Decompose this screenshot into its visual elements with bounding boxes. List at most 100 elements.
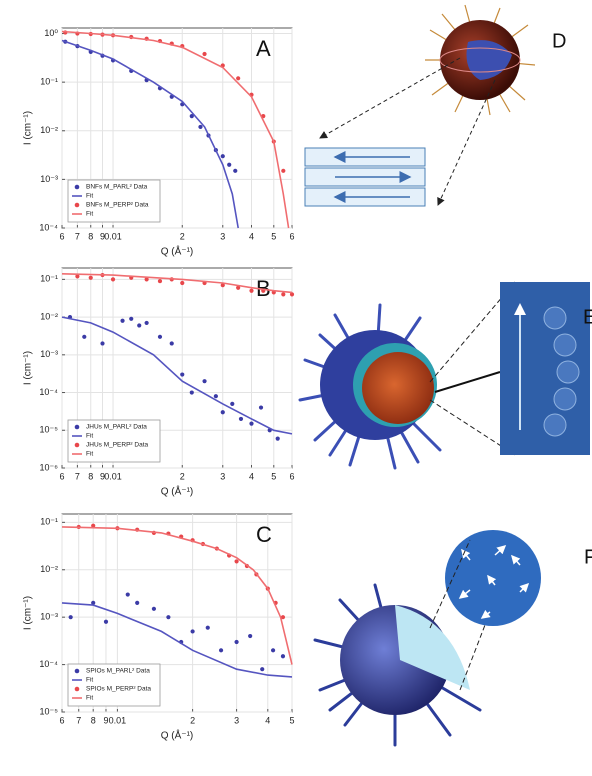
data-point — [281, 292, 286, 297]
data-point — [82, 334, 87, 339]
panel-label: F — [584, 546, 592, 568]
legend-swatch — [74, 686, 80, 692]
legend-swatch — [74, 202, 80, 208]
data-point — [213, 394, 218, 399]
fit-line — [61, 316, 293, 435]
data-point — [129, 316, 134, 321]
x-tick-label: 8 — [88, 231, 93, 241]
data-point — [233, 168, 238, 173]
data-point — [88, 275, 93, 280]
x-tick-label: 6 — [289, 231, 294, 241]
y-tick-label: 10⁻¹ — [40, 77, 58, 87]
data-point — [68, 615, 73, 620]
legend-swatch — [74, 442, 80, 448]
y-tick-label: 10⁰ — [44, 28, 58, 38]
y-tick-label: 10⁻³ — [40, 349, 58, 359]
y-tick-label: 10⁻¹ — [40, 274, 58, 284]
legend-box — [67, 663, 161, 707]
data-point — [220, 410, 225, 415]
legend-label: SPIOs M_PERP² Data — [86, 686, 151, 693]
x-tick-label: 7 — [76, 715, 81, 725]
x-axis-label: Q (Å⁻¹) — [161, 729, 194, 742]
data-point — [202, 379, 207, 384]
x-tick-label: 7 — [75, 231, 80, 241]
legend-swatch — [74, 424, 80, 430]
panel-label: D — [552, 30, 566, 52]
data-point — [198, 124, 203, 130]
x-tick-label: 3 — [220, 471, 225, 481]
data-point — [202, 51, 207, 57]
data-point — [249, 288, 254, 293]
x-tick-label: 8 — [88, 471, 93, 481]
y-tick-label: 10⁻² — [40, 311, 58, 321]
y-axis-label: I (cm⁻¹) — [23, 596, 34, 630]
x-tick-label: 8 — [91, 715, 96, 725]
data-point — [125, 592, 130, 597]
x-tick-label: 6 — [59, 715, 64, 725]
data-point — [75, 274, 80, 279]
data-point — [230, 401, 235, 407]
legend-label: BNFs M_PERP² Data — [86, 202, 149, 209]
data-point — [110, 277, 116, 282]
x-tick-label: 5 — [289, 715, 294, 725]
y-tick-label: 10⁻³ — [40, 174, 58, 184]
data-point — [205, 625, 210, 630]
data-point — [236, 76, 241, 81]
legend-label: Fit — [86, 433, 93, 440]
y-tick-label: 10⁻⁵ — [40, 425, 59, 435]
data-point — [220, 283, 225, 288]
legend-label: Fit — [86, 677, 93, 684]
data-point — [169, 341, 174, 346]
illustration-e: E — [298, 281, 592, 470]
data-point — [103, 619, 109, 624]
data-point — [137, 323, 142, 328]
data-point — [270, 648, 276, 653]
data-point — [218, 648, 224, 653]
legend-label: SPIOs M_PARL² Data — [86, 668, 150, 675]
data-point — [275, 436, 280, 441]
x-tick-label: 7 — [75, 471, 80, 481]
y-tick-label: 10⁻⁴ — [39, 222, 58, 232]
data-point — [91, 600, 96, 606]
data-point — [260, 667, 265, 672]
x-tick-label: 3 — [234, 715, 239, 725]
data-point — [234, 639, 239, 645]
x-tick-label: 9 — [100, 231, 105, 241]
x-axis-label: Q (Å⁻¹) — [161, 245, 194, 258]
legend-label: Fit — [86, 451, 93, 458]
x-tick-label: 0.01 — [109, 715, 127, 725]
data-point — [281, 168, 286, 173]
x-tick-label: 2 — [180, 231, 185, 241]
y-tick-label: 10⁻¹ — [40, 517, 58, 527]
data-point — [189, 390, 194, 395]
legend-label: BNFs M_PARL² Data — [86, 184, 148, 191]
data-point — [180, 280, 185, 286]
x-tick-label: 0.01 — [104, 231, 122, 241]
data-point — [135, 600, 140, 606]
x-tick-label: 0.01 — [104, 471, 122, 481]
data-point — [180, 372, 185, 377]
panel-label: B — [256, 276, 271, 301]
data-point — [157, 278, 163, 284]
fit-line — [61, 526, 293, 665]
y-tick-label: 10⁻² — [40, 125, 58, 135]
data-point — [91, 523, 96, 528]
x-tick-label: 3 — [220, 231, 225, 241]
data-point — [157, 334, 163, 339]
panel-label: A — [256, 36, 271, 61]
legend-box — [67, 179, 161, 223]
data-point — [227, 162, 232, 167]
x-tick-label: 6 — [59, 471, 64, 481]
x-axis-label: Q (Å⁻¹) — [161, 485, 194, 498]
data-point — [238, 416, 244, 422]
illustration-d: D — [304, 4, 566, 207]
legend-label: JHUs M_PARL² Data — [86, 424, 147, 431]
fit-line — [61, 39, 239, 229]
legend-box — [67, 419, 161, 463]
illustration-f: F — [313, 530, 592, 747]
data-point — [220, 154, 225, 159]
data-point — [144, 277, 149, 282]
data-point — [236, 285, 241, 290]
x-tick-label: 9 — [100, 471, 105, 481]
